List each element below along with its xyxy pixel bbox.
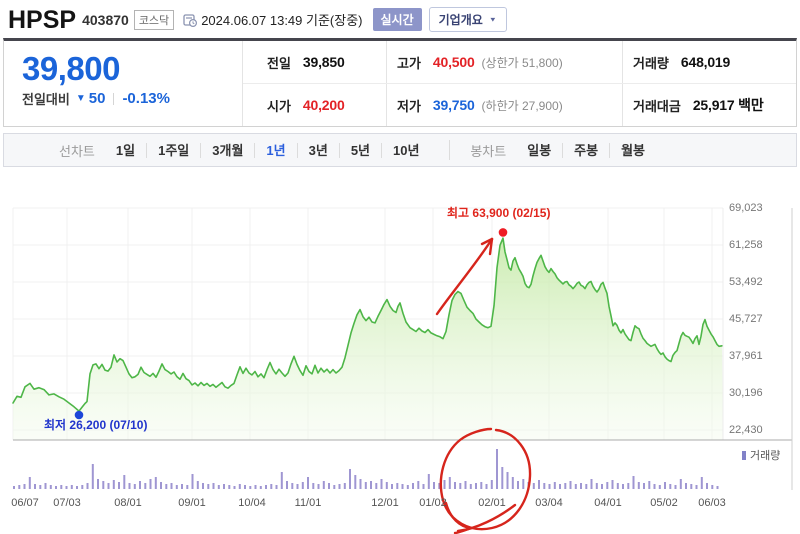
tab-1일[interactable]: 1일 (115, 142, 136, 158)
summary-cell-prev-close: 전일 39,850 (243, 41, 386, 83)
volume-legend-label: 거래량 (750, 450, 781, 462)
candle-chart-tabs: 일봉 주봉 월봉 (516, 142, 656, 158)
y-axis-label: 53,492 (729, 276, 763, 288)
tab-일봉[interactable]: 일봉 (527, 142, 552, 158)
y-axis-label: 69,023 (729, 202, 763, 214)
y-axis-label: 22,430 (729, 424, 763, 436)
x-axis-label: 03/04 (535, 497, 563, 509)
hand-drawn-mark (439, 427, 532, 531)
high-marker-dot (498, 228, 508, 237)
summary-row: 시가 40,200 저가 39,750 (하한가 27,900) 거래대금 25,917 백… (243, 83, 796, 126)
line-chart-tabs: 1일 1주일 3개월 1년 3년 5년 10년 (105, 142, 431, 158)
x-axis-label: 01/02 (419, 497, 447, 509)
summary-cell-low: 저가 39,750 (하한가 27,900) (386, 84, 622, 126)
candle-chart-tab-group: 봉차트 일봉 주봉 월봉 (449, 140, 656, 160)
high-annotation: 최고 63,900 (02/15) (447, 206, 551, 220)
x-axis-label: 12/01 (371, 497, 399, 509)
quote-datetime: 2024.06.07 13:49 기준(장중) (201, 13, 363, 28)
open-value: 40,200 (302, 97, 345, 113)
prev-close-label: 전일 (267, 55, 291, 71)
low-annotation: 최저 26,200 (07/10) (44, 418, 148, 432)
chart-area: 69,023 61,258 53,492 45,727 37,961 30,196 22,4… (0, 177, 800, 534)
market-badge: 코스닥 (133, 9, 175, 30)
volume-value: 648,019 (680, 54, 731, 70)
x-axis-label: 06/07 (11, 497, 39, 509)
low-value: 39,750 (432, 97, 475, 113)
current-price: 39,800 (22, 50, 120, 87)
summary-cell-volume: 거래량 648,019 (622, 41, 796, 83)
line-chart-group-label: 선차트 (59, 143, 95, 159)
price-diff-row: 전일대비 ▼ 50 -0.13% (22, 89, 242, 108)
hand-drawn-mark (488, 237, 494, 256)
x-axis-label: 08/01 (114, 497, 142, 509)
stock-name: HPSP (8, 5, 77, 34)
price-volume-chart (12, 207, 793, 534)
x-axis-label: 04/01 (594, 497, 622, 509)
summary-cell-high: 고가 40,500 (상한가 51,800) (386, 41, 622, 83)
company-overview-label: 기업개요 (438, 13, 483, 27)
x-axis-label: 07/03 (53, 497, 81, 509)
low-limit: (하한가 27,900) (481, 98, 563, 113)
current-price-cell: 39,800 전일대비 ▼ 50 -0.13% (4, 41, 242, 126)
tab-3년[interactable]: 3년 (296, 142, 339, 158)
chevron-down-icon: ▼ (488, 15, 497, 24)
summary-cell-open: 시가 40,200 (243, 84, 386, 126)
volume-label: 거래량 (633, 55, 669, 71)
title-bar: HPSP 403870 코스닥 2024.06.07 13:49 기준(장중) … (0, 0, 800, 36)
y-axis-label: 45,727 (729, 313, 763, 325)
diff-value: 50 (88, 90, 106, 107)
high-limit: (상한가 51,800) (481, 55, 563, 70)
tab-월봉[interactable]: 월봉 (609, 142, 656, 158)
summary-cell-trade-value: 거래대금 25,917 백만 (622, 84, 796, 126)
realtime-badge[interactable]: 실시간 (372, 8, 422, 31)
down-triangle-icon: ▼ (75, 93, 86, 104)
x-axis-label: 06/03 (698, 497, 726, 509)
tab-1주일[interactable]: 1주일 (146, 142, 200, 158)
high-label: 고가 (397, 55, 421, 71)
company-overview-button[interactable]: 기업개요 ▼ (428, 7, 507, 32)
price-summary-box: 39,800 전일대비 ▼ 50 -0.13% 전일 39,850 고가 40,500… (3, 38, 797, 127)
hand-drawn-mark (480, 237, 494, 246)
tab-3개월[interactable]: 3개월 (200, 142, 254, 158)
diff-percent: -0.13% (122, 90, 170, 107)
x-axis-label: 02/01 (478, 497, 506, 509)
high-value: 40,500 (432, 54, 475, 70)
y-axis-label: 61,258 (729, 239, 763, 251)
low-marker-dot (74, 410, 84, 420)
summary-row: 전일 39,850 고가 40,500 (상한가 51,800) 거래량 648,019 (243, 41, 796, 83)
stock-code: 403870 (82, 11, 129, 28)
line-chart-tab-group: 선차트 1일 1주일 3개월 1년 3년 5년 10년 (4, 141, 430, 160)
trade-value-value: 25,917 백만 (692, 97, 764, 113)
low-label: 저가 (397, 98, 421, 114)
x-axis-label: 10/04 (238, 497, 266, 509)
volume-legend-icon (742, 450, 746, 460)
clock-icon (183, 13, 198, 27)
tab-5년[interactable]: 5년 (338, 142, 381, 158)
tab-10년[interactable]: 10년 (381, 142, 430, 158)
chart-period-tabbar: 선차트 1일 1주일 3개월 1년 3년 5년 10년 봉차트 일봉 주봉 월봉 (3, 133, 797, 167)
hand-drawn-mark (456, 503, 517, 533)
x-axis-label: 09/01 (178, 497, 206, 509)
x-axis-label: 05/02 (650, 497, 678, 509)
candle-chart-group-label: 봉차트 (470, 143, 507, 159)
divider (113, 92, 115, 105)
volume-legend: 거래량 (742, 447, 780, 463)
summary-table: 전일 39,850 고가 40,500 (상한가 51,800) 거래량 648,019 시가… (242, 41, 796, 126)
prev-close-value: 39,850 (302, 54, 345, 70)
hand-drawn-mark (435, 237, 494, 316)
open-label: 시가 (267, 98, 291, 114)
y-axis-label: 30,196 (729, 387, 763, 399)
trade-value-label: 거래대금 (633, 98, 681, 114)
x-axis-label: 11/01 (294, 497, 322, 509)
diff-label: 전일대비 (22, 92, 70, 107)
y-axis-label: 37,961 (729, 350, 763, 362)
tab-1년[interactable]: 1년 (254, 142, 296, 158)
tab-주봉[interactable]: 주봉 (562, 142, 609, 158)
